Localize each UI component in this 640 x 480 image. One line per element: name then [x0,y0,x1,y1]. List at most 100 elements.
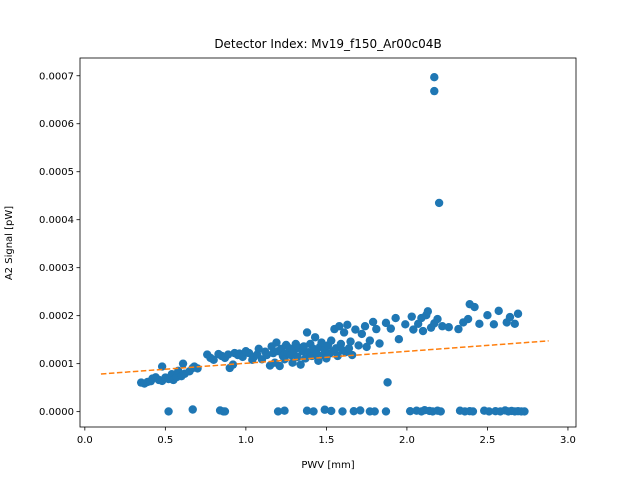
data-point [370,407,379,416]
data-point [494,306,503,316]
data-point [430,72,439,82]
data-point [312,349,321,358]
data-point [444,322,453,332]
data-point [220,407,230,416]
data-point [484,407,494,416]
data-point [302,328,312,337]
data-point [317,338,326,347]
data-point [383,378,392,387]
data-point [409,325,418,334]
y-axis: 0.0000 0.0001 0.0002 0.0003 0.0004 0.0005 0.00… [39,71,80,418]
data-point [362,342,371,352]
data-point [365,336,375,345]
data-point [418,326,428,336]
data-point [254,344,263,353]
data-point [327,406,336,416]
data-point [209,355,218,365]
data-point [302,406,312,415]
x-axis-label: PWV [mm] [301,460,354,471]
data-point [436,407,445,416]
data-point [299,342,309,351]
y-tick-label: 0.0004 [39,215,74,226]
data-point [430,86,439,96]
data-point [272,338,281,347]
y-tick-label: 0.0007 [39,71,74,82]
x-tick-label: 3.0 [560,435,576,446]
data-point [454,324,463,334]
data-point [356,406,365,415]
data-point [438,322,447,331]
data-point [320,405,329,414]
data-point [405,406,415,416]
data-point [368,317,378,327]
data-point [372,324,381,334]
data-point [475,319,484,329]
y-tick-label: 0.0006 [39,119,74,130]
y-tick-label: 0.0000 [39,407,74,418]
data-point [335,322,344,331]
data-point [483,311,492,320]
data-point [513,309,523,318]
data-point [157,362,167,371]
plot-area [100,72,549,416]
data-point [433,314,442,324]
data-point [262,350,272,360]
y-tick-label: 0.0005 [39,167,74,178]
data-point [275,361,284,371]
data-point [381,407,391,416]
data-point [273,407,283,416]
data-point [339,328,349,337]
data-point [391,313,400,323]
data-point [381,318,391,328]
data-point [468,407,478,416]
data-point [351,325,360,334]
data-point [344,344,354,353]
data-point [505,312,515,322]
data-point [470,302,479,312]
data-point [394,334,404,344]
data-point [510,319,520,329]
data-point [188,405,197,414]
y-tick-label: 0.0002 [39,311,74,322]
data-point [407,312,416,321]
data-point [280,406,289,415]
x-tick-label: 1.0 [238,435,254,446]
data-point [193,364,202,373]
data-point [280,355,289,364]
data-point [386,324,396,333]
data-point [178,359,188,368]
data-point [354,341,363,350]
data-point [520,407,529,416]
data-point [349,406,358,416]
data-point [357,329,367,339]
data-point [310,333,320,342]
y-tick-label: 0.0003 [39,263,74,274]
data-point [401,320,410,329]
data-point [423,307,433,316]
data-point [463,314,473,324]
x-tick-label: 0.0 [77,435,93,446]
data-point [360,322,370,331]
plot-frame [79,57,577,428]
data-point [434,198,444,208]
y-tick-label: 0.0001 [39,359,74,370]
data-point [327,336,336,345]
data-point [296,360,305,369]
x-axis: 0.0 0.5 1.0 1.5 2.0 2.5 3.0 [77,427,576,446]
fit-line [100,340,549,375]
data-point [309,407,318,416]
data-point [338,407,347,416]
data-point [314,356,323,365]
data-point [489,320,499,329]
x-tick-label: 1.5 [318,435,334,446]
data-point [288,358,297,367]
data-point [223,350,233,359]
x-tick-label: 2.5 [479,435,495,446]
data-point [164,407,173,416]
x-tick-label: 2.0 [399,435,415,446]
y-axis-label: A2 Signal [pW] [4,206,15,280]
x-tick-label: 0.5 [157,435,173,446]
data-point [343,320,352,329]
